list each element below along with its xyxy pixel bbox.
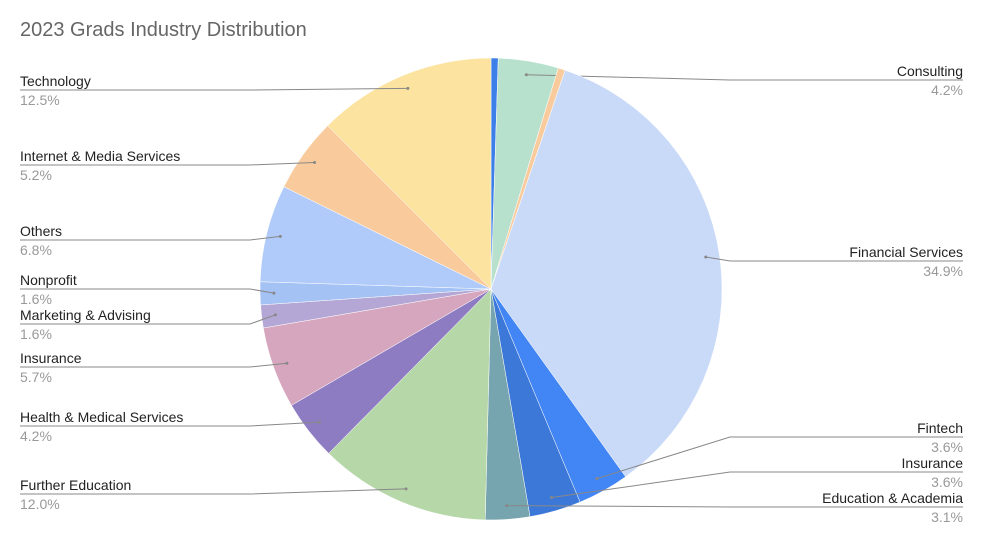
slice-value-label: 12.5% bbox=[20, 92, 60, 108]
leader-dot bbox=[278, 234, 282, 238]
slice-value-label: 5.7% bbox=[20, 369, 52, 385]
leader-dot bbox=[524, 73, 528, 77]
slice-label: Insurance bbox=[902, 455, 964, 471]
slice-label: Health & Medical Services bbox=[20, 409, 183, 425]
slice-value-label: 34.9% bbox=[923, 263, 963, 279]
leader-line bbox=[20, 314, 276, 325]
chart-title: 2023 Grads Industry Distribution bbox=[20, 19, 307, 41]
leader-line bbox=[20, 421, 320, 427]
slice-value-label: 4.2% bbox=[931, 82, 963, 98]
leader-dot bbox=[317, 420, 321, 424]
pie-slice bbox=[328, 288, 492, 521]
slice-label: Fintech bbox=[917, 420, 963, 436]
leader-line bbox=[705, 256, 963, 262]
slice-value-label: 4.2% bbox=[20, 428, 52, 444]
slice-value-label: 5.2% bbox=[20, 167, 52, 183]
leader-line bbox=[596, 436, 963, 480]
leader-dot bbox=[313, 160, 317, 164]
pie-slice bbox=[327, 57, 492, 290]
slice-value-label: 6.8% bbox=[20, 242, 52, 258]
slice-value-label: 3.6% bbox=[931, 439, 963, 455]
slice-value-label: 3.1% bbox=[931, 509, 963, 525]
leader-dot bbox=[272, 291, 276, 295]
slice-label: Financial Services bbox=[849, 244, 963, 260]
leader-line bbox=[20, 362, 287, 368]
slice-label: Further Education bbox=[20, 477, 131, 493]
leader-dot bbox=[595, 477, 599, 481]
leader-line bbox=[20, 161, 315, 166]
leader-line bbox=[506, 505, 963, 508]
leader-dot bbox=[704, 255, 708, 259]
slice-value-label: 12.0% bbox=[20, 496, 60, 512]
leader-line bbox=[20, 235, 281, 241]
slice-label: Technology bbox=[20, 73, 91, 89]
slice-value-label: 1.6% bbox=[20, 326, 52, 342]
pie-slice bbox=[490, 69, 723, 478]
leader-line bbox=[20, 488, 407, 495]
slice-label: Internet & Media Services bbox=[20, 148, 180, 164]
slice-value-label: 3.6% bbox=[931, 474, 963, 490]
leader-line bbox=[526, 74, 963, 81]
leader-line bbox=[551, 471, 963, 499]
leader-dot bbox=[406, 86, 410, 90]
leader-dot bbox=[505, 504, 509, 508]
leader-line bbox=[20, 288, 274, 294]
leader-dot bbox=[285, 361, 289, 365]
leader-dot bbox=[404, 487, 408, 491]
slice-label: Insurance bbox=[20, 350, 82, 366]
leader-dot bbox=[273, 313, 277, 317]
slice-label: Others bbox=[20, 223, 62, 239]
slice-label: Consulting bbox=[897, 63, 963, 79]
slice-label: Marketing & Advising bbox=[20, 307, 151, 323]
slice-value-label: 1.6% bbox=[20, 291, 52, 307]
leader-dot bbox=[550, 496, 554, 500]
leader-line bbox=[20, 87, 408, 91]
slice-label: Nonprofit bbox=[20, 272, 77, 288]
slice-label: Education & Academia bbox=[822, 490, 963, 506]
